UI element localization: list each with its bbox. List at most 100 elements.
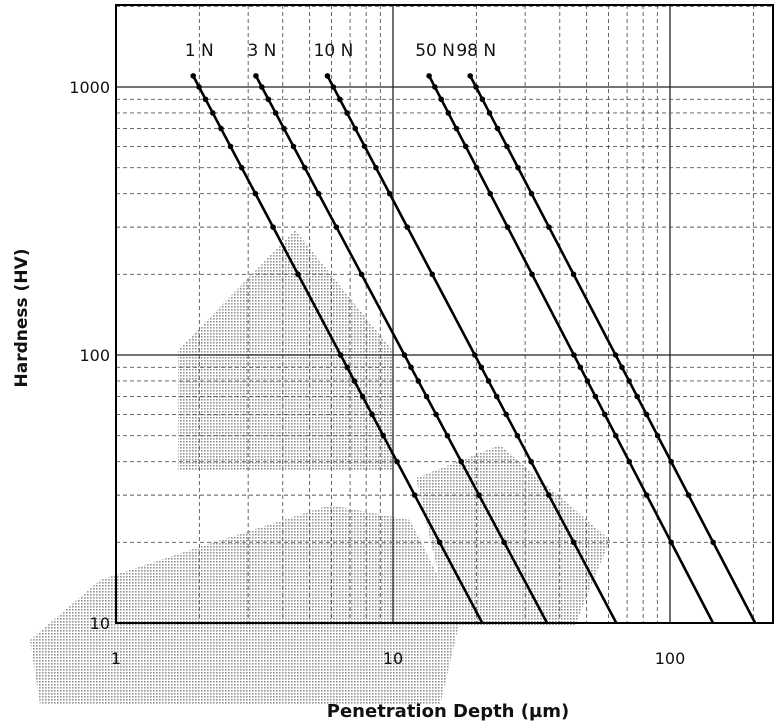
series-point: [577, 364, 584, 371]
y-tick-label: 1000: [69, 78, 110, 97]
grid-lines: [116, 5, 773, 623]
series-point: [344, 364, 350, 371]
series-point: [252, 190, 259, 197]
series-point: [476, 492, 482, 498]
series-point: [290, 143, 297, 150]
y-tick-label: 10: [90, 614, 110, 633]
series-point: [359, 393, 366, 400]
shaded-region-right: [416, 445, 610, 625]
series-point: [324, 73, 331, 79]
series-point: [478, 364, 485, 371]
series-point: [453, 125, 460, 132]
series-point: [612, 352, 619, 358]
series-point: [394, 458, 400, 465]
series-point: [330, 84, 337, 90]
series-point: [386, 190, 393, 197]
series-point: [315, 190, 322, 197]
series-point: [227, 143, 234, 150]
series-point: [190, 73, 197, 79]
x-tick-label: 1: [111, 649, 121, 668]
series-point: [643, 411, 650, 418]
series-point: [570, 539, 577, 546]
series-point: [668, 539, 674, 546]
series-point: [485, 378, 492, 384]
series-point: [710, 539, 716, 546]
series-point: [281, 125, 287, 132]
series-point: [668, 458, 674, 465]
series-point: [634, 393, 641, 400]
series-point: [432, 84, 438, 90]
series-point: [373, 164, 379, 171]
series-point: [584, 378, 591, 384]
series-point: [295, 271, 301, 278]
series-point: [209, 110, 216, 116]
series-point: [462, 143, 469, 150]
series-point: [436, 539, 443, 546]
series-point: [528, 190, 535, 197]
x-tick-label: 10: [383, 649, 403, 668]
series-98-n: 98 N: [456, 41, 757, 624]
series-point: [351, 378, 358, 384]
series-point: [592, 393, 599, 400]
series-point: [487, 190, 494, 197]
series-point: [429, 271, 436, 278]
series-layer: 1 N 3 N 10 N 50 N 98 N: [185, 41, 757, 624]
series-point: [272, 110, 279, 116]
series-point: [626, 458, 633, 465]
series-point: [265, 96, 272, 103]
series-label: 3 N: [247, 41, 276, 61]
series-point: [333, 224, 340, 230]
series-point: [426, 73, 432, 79]
series-3-n: 3 N: [247, 41, 549, 624]
series-point: [685, 492, 692, 498]
series-point: [270, 224, 276, 230]
series-point: [528, 458, 534, 465]
series-label: 10 N: [314, 41, 354, 61]
series-point: [479, 96, 486, 103]
series-point: [601, 411, 608, 418]
series-point: [494, 125, 501, 132]
x-tick-label: 100: [655, 649, 686, 668]
series-point: [404, 224, 411, 230]
series-point: [401, 352, 408, 358]
series-point: [643, 492, 650, 498]
y-axis-title: Hardness (HV): [12, 249, 32, 388]
series-point: [501, 539, 507, 546]
series-point: [433, 411, 439, 418]
series-50-n: 50 N: [415, 41, 715, 624]
series-point: [253, 73, 259, 79]
series-point: [546, 224, 552, 230]
plot-frame: [115, 4, 774, 624]
series-point: [493, 393, 500, 400]
series-point: [619, 364, 625, 371]
series-point: [352, 125, 359, 132]
series-label: 50 N: [415, 41, 455, 61]
series-point: [259, 84, 265, 90]
series-point: [546, 492, 552, 498]
series-point: [571, 352, 577, 358]
series-point: [515, 164, 521, 171]
series-point: [458, 458, 465, 465]
series-point: [438, 96, 445, 103]
series-point: [408, 364, 414, 371]
series-point: [411, 492, 418, 498]
series-point: [196, 84, 202, 90]
series-10-n: 10 N: [314, 41, 618, 624]
series-point: [238, 164, 245, 171]
series-point: [344, 110, 350, 116]
series-point: [570, 271, 577, 278]
series-point: [626, 378, 632, 384]
series-point: [415, 378, 422, 384]
series-point: [380, 432, 387, 439]
y-tick-label: 100: [79, 346, 110, 365]
shaded-region-lower: [30, 505, 460, 705]
series-point: [473, 164, 480, 171]
series-point: [467, 73, 474, 79]
series-point: [337, 96, 343, 103]
series-point: [218, 125, 224, 132]
series-point: [613, 432, 619, 439]
series-point: [369, 411, 375, 418]
series-point: [445, 110, 452, 116]
series-label: 1 N: [185, 41, 214, 61]
series-point: [472, 352, 478, 358]
